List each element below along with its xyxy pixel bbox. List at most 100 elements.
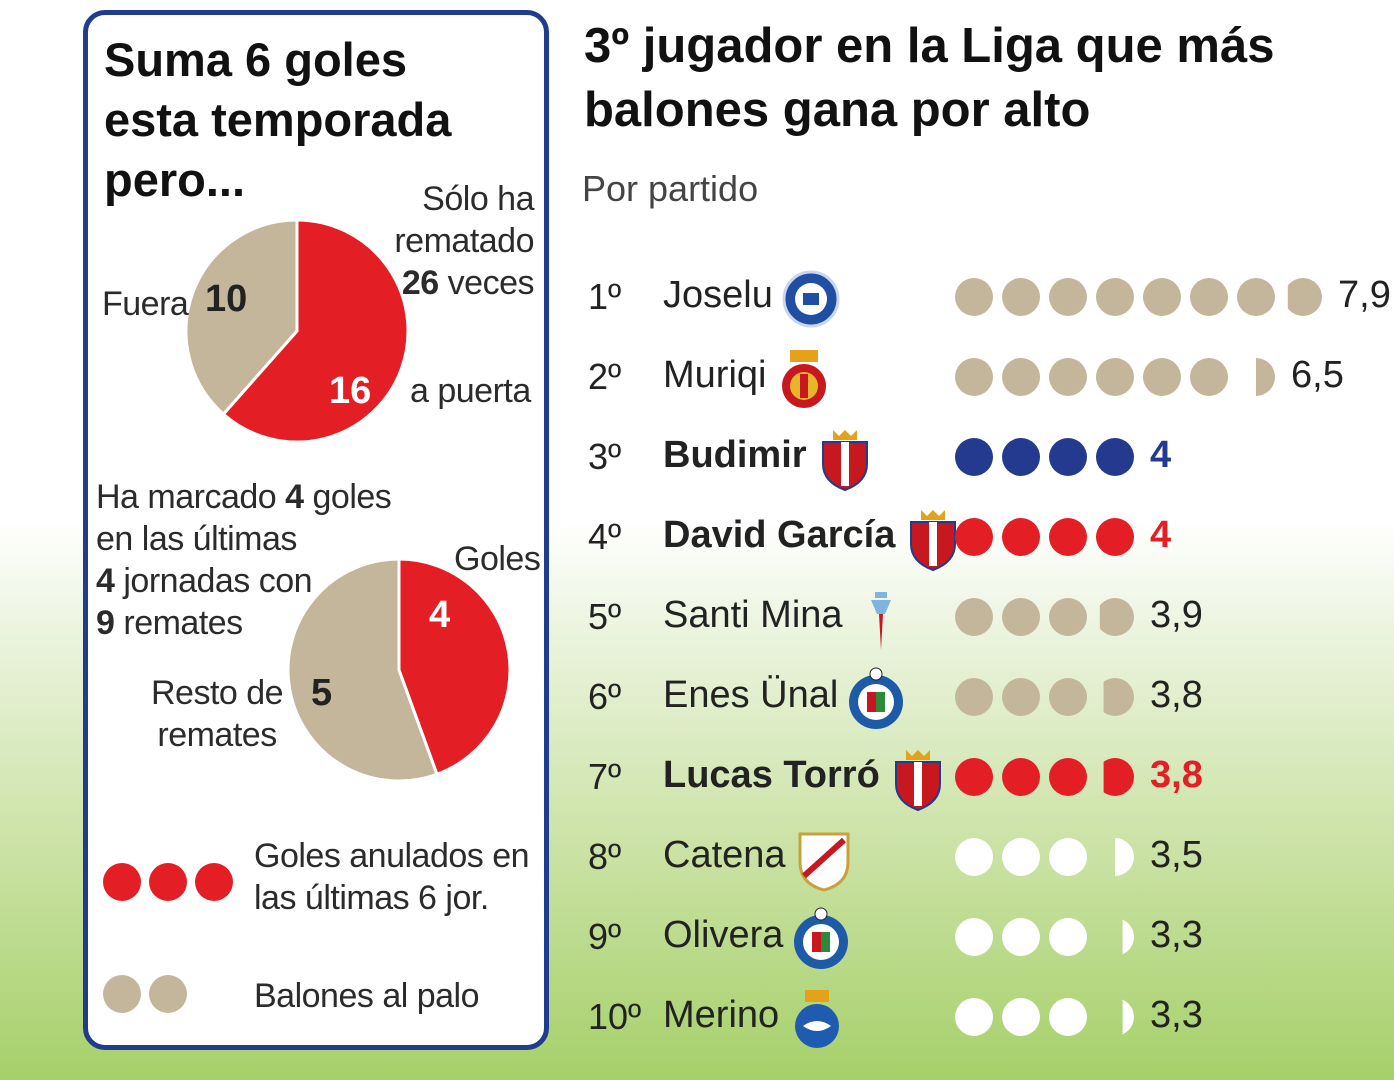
osasuna-crest-icon <box>903 506 963 577</box>
panel-title-line: Suma 6 goles <box>104 33 407 86</box>
pie2-resto-value: 5 <box>311 672 333 714</box>
shots-text-line: Sólo ha <box>422 180 534 218</box>
player-name: Catena <box>663 834 786 876</box>
legend-annulled-label: Goles anulados en las últimas 6 jor. <box>254 835 530 919</box>
shots-text: Sólo ha rematado 26 veces <box>394 178 534 304</box>
value-dot <box>1002 998 1040 1036</box>
celta-crest-icon <box>851 586 911 657</box>
rank-label: 2º <box>588 356 622 397</box>
value-dot <box>1049 438 1087 476</box>
osasuna-crest-icon <box>815 426 875 497</box>
value-dots <box>955 438 1134 476</box>
rank-label: 1º <box>588 276 622 317</box>
pie2-goles-value: 4 <box>429 594 451 636</box>
value-dot <box>1049 678 1087 716</box>
ranking-row: 2º Muriqi 6,5 <box>0 338 1394 418</box>
ranking-title-line: balones gana por alto <box>584 83 1091 137</box>
ranking-row: 3º Budimir 4 <box>0 418 1394 498</box>
value-dot-partial <box>1103 758 1134 796</box>
value-dot <box>1190 358 1228 396</box>
panel-title-line: esta temporada <box>104 93 452 146</box>
value-dot <box>1096 358 1134 396</box>
pie1-fuera-label: Fuera <box>102 285 189 323</box>
value-dots <box>955 598 1134 636</box>
value-dot-partial <box>1122 999 1134 1035</box>
legend-annulled-line: las últimas 6 jor. <box>254 879 489 917</box>
value-label: 3,9 <box>1150 594 1203 636</box>
value-label: 7,9 <box>1338 274 1391 316</box>
recent-text: Ha marcado 4 goles en las últimas 4 jorn… <box>96 476 392 644</box>
value-dot <box>1002 278 1040 316</box>
value-dot <box>1002 518 1040 556</box>
value-dot <box>1002 678 1040 716</box>
recent-n3: 9 <box>96 604 115 642</box>
value-label: 4 <box>1150 514 1172 556</box>
value-dots <box>955 358 1275 396</box>
ranking-row: 1º Joselu 7,9 <box>0 258 1394 338</box>
value-dot <box>1096 438 1134 476</box>
ranking-row: 4º David García 4 <box>0 498 1394 578</box>
ranking-row: 9º Olivera 3,3 <box>0 898 1394 978</box>
value-dots <box>955 678 1134 716</box>
value-dot-partial <box>1103 678 1134 716</box>
ranking-row: 6º Enes Ünal 3,8 <box>0 658 1394 738</box>
rank-label: 9º <box>588 916 622 957</box>
getafe-crest-icon <box>791 906 851 977</box>
value-dot <box>1002 758 1040 796</box>
player-name: Joselu <box>663 274 773 316</box>
recent-line-4: 9 remates <box>96 602 391 644</box>
value-dot-partial <box>1099 598 1134 636</box>
recent-line-3: 4 jornadas con <box>96 560 391 602</box>
value-dots <box>955 518 1134 556</box>
pie2-goles-label: Goles <box>454 540 541 578</box>
rank-label: 3º <box>588 436 622 477</box>
recent-t4: remates <box>114 604 243 642</box>
ranking-row: 8º Catena 3,5 <box>0 818 1394 898</box>
player-name: David García <box>663 514 896 556</box>
value-dot <box>1237 278 1275 316</box>
value-dot <box>1096 518 1134 556</box>
value-label: 3,8 <box>1150 754 1203 796</box>
value-dots <box>955 918 1134 956</box>
player-name: Santi Mina <box>663 594 843 636</box>
player-name: Olivera <box>663 914 784 956</box>
ranking-row: 5º Santi Mina 3,9 <box>0 578 1394 658</box>
value-dot <box>1049 998 1087 1036</box>
value-dot-partial <box>1256 358 1275 396</box>
recent-line-1: Ha marcado 4 goles <box>96 476 392 518</box>
value-dot <box>1049 278 1087 316</box>
value-dot <box>1002 438 1040 476</box>
value-dot-partial <box>1115 838 1134 876</box>
value-dot <box>1049 918 1087 956</box>
alaves-crest-icon <box>781 266 841 337</box>
value-label: 3,3 <box>1150 914 1203 956</box>
rank-label: 8º <box>588 836 622 877</box>
recent-t2: goles <box>303 478 392 516</box>
value-dot <box>1143 278 1181 316</box>
value-dots <box>955 278 1322 316</box>
value-dot-partial <box>1122 919 1134 955</box>
pie1-puerta-label: a puerta <box>410 372 531 410</box>
ranking-title-line: 3º jugador en la Liga que más <box>584 19 1275 73</box>
panel-title: Suma 6 goles esta temporada pero... <box>104 30 451 210</box>
player-name: Lucas Torró <box>663 754 880 796</box>
value-dot <box>955 278 993 316</box>
shots-text-line: rematado <box>394 222 534 260</box>
value-dot <box>1049 358 1087 396</box>
pie1-fuera-value: 10 <box>205 278 248 320</box>
recent-n1: 4 <box>285 478 304 516</box>
recent-t3: jornadas con <box>114 562 313 600</box>
ranking-row: 10º Merino 3,3 <box>0 978 1394 1058</box>
value-dot <box>1143 358 1181 396</box>
recent-line-2: en las últimas <box>96 520 297 558</box>
ranking-subtitle: Por partido <box>582 168 759 209</box>
player-name: Muriqi <box>663 354 767 396</box>
pie2-resto-label: Resto de remates <box>151 672 284 756</box>
player-name: Merino <box>663 994 780 1036</box>
recent-n2: 4 <box>96 562 115 600</box>
value-dot <box>1049 758 1087 796</box>
value-label: 3,5 <box>1150 834 1203 876</box>
value-label: 3,8 <box>1150 674 1203 716</box>
value-dot <box>955 598 993 636</box>
rank-label: 7º <box>588 756 622 797</box>
